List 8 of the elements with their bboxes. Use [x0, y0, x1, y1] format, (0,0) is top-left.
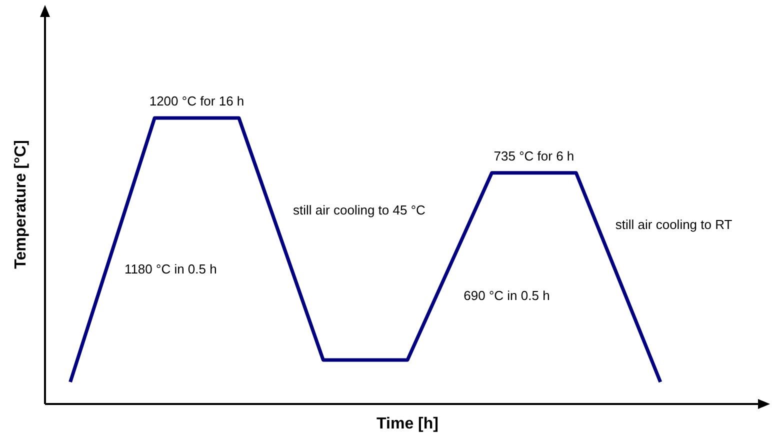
- x-axis-title: Time [h]: [376, 415, 438, 432]
- annotation: still air cooling to 45 °C: [293, 202, 426, 218]
- annotation: 690 °C in 0.5 h: [464, 288, 550, 303]
- annotation: 1180 °C in 0.5 h: [124, 262, 217, 277]
- y-axis-title: Temperature [°C]: [12, 140, 30, 269]
- annotation: 735 °C for 6 h: [494, 148, 574, 164]
- annotation: still air cooling to RT: [615, 217, 732, 232]
- text: 1200 °C for 16 h: [149, 94, 244, 109]
